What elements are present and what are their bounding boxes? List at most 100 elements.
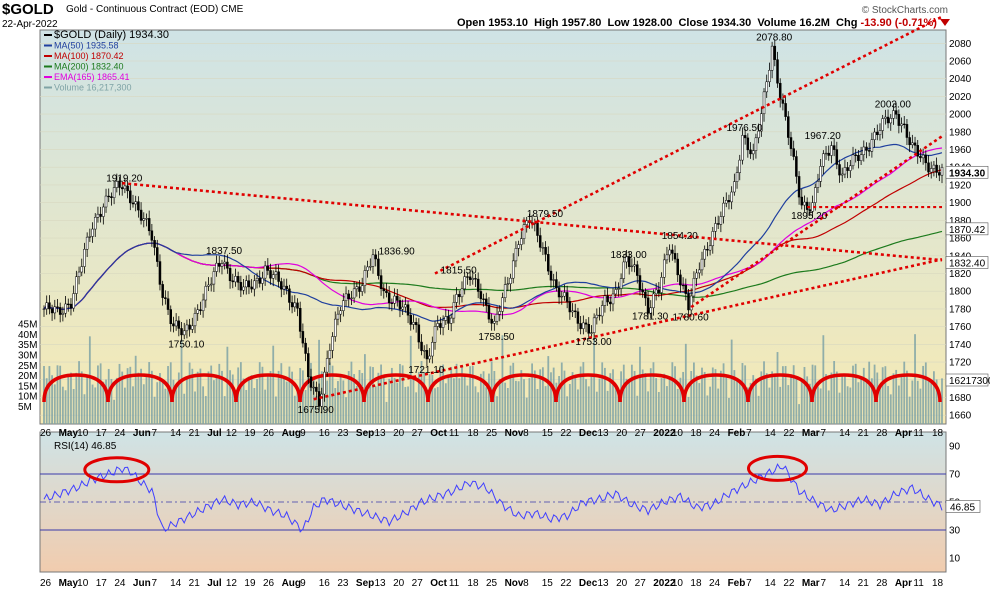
legend-label: EMA(165) 1865.41 <box>54 72 130 82</box>
price-bar-body <box>45 302 48 310</box>
price-bar-body <box>716 223 720 225</box>
price-bar-body <box>220 263 224 267</box>
price-bar-body <box>636 264 639 276</box>
price-bar-body <box>805 201 809 210</box>
price-tick-label: 1680 <box>949 393 972 404</box>
price-bar-body <box>180 328 183 336</box>
price-bar-body <box>522 224 526 239</box>
rsi-x-tick-label: 21 <box>858 578 870 589</box>
price-bar-body <box>193 313 197 327</box>
volume-bar <box>852 365 854 424</box>
price-bar-body <box>242 286 245 291</box>
volume-bar <box>426 390 428 424</box>
volume-bar <box>288 366 291 424</box>
x-tick-label: 26 <box>263 428 275 439</box>
volume-bar <box>450 366 453 424</box>
volume-bar <box>512 362 515 424</box>
price-bar-body <box>735 172 739 182</box>
price-bar-body <box>573 310 577 313</box>
price-bar-body <box>401 306 404 310</box>
x-tick-label: 10 <box>77 428 89 439</box>
volume-bar <box>283 376 285 424</box>
volume-bar <box>517 381 520 424</box>
price-annotations: 1919.20 1837.50 1750.10 1675.90 1836.90 1721.… <box>106 32 911 416</box>
price-bar-body <box>172 323 175 327</box>
volume-bar <box>760 371 763 424</box>
price-bar-body <box>377 258 380 276</box>
price-bar-body <box>719 216 723 225</box>
price-bar-body <box>312 386 315 389</box>
price-bar-body <box>271 274 275 279</box>
volume-bar <box>434 388 436 424</box>
rsi-tick-label: 90 <box>949 442 961 453</box>
price-tick-label: 2080 <box>949 39 972 50</box>
price-bar-body <box>298 308 302 332</box>
volume-bar <box>339 374 342 424</box>
ma100-tag-box <box>945 222 989 236</box>
volume-value: 16.2M <box>799 17 830 29</box>
volume-bar <box>307 369 310 424</box>
volume-bar <box>579 366 582 424</box>
volume-bar <box>604 367 606 424</box>
price-bar-body <box>579 323 582 329</box>
rsi-tick-label: 70 <box>949 470 961 481</box>
volume-bar <box>318 339 320 424</box>
price-bar-body <box>88 236 92 238</box>
price-bar-body <box>371 254 375 267</box>
volume-bar <box>854 363 857 424</box>
volume-bar <box>266 376 269 424</box>
price-bar-body <box>547 254 550 272</box>
price-bar-body <box>733 181 736 193</box>
x-tick-label: Oct <box>430 428 447 439</box>
price-bar-body <box>617 288 620 290</box>
price-bar-body <box>911 142 914 146</box>
rsi-title: RSI(14) 46.85 <box>54 441 117 452</box>
price-tick-label: 1820 <box>949 269 972 280</box>
volume-bar <box>520 370 523 424</box>
volume-bar <box>345 397 347 424</box>
price-annotation: 1879.50 <box>527 209 564 220</box>
price-bar-body <box>679 274 682 286</box>
cycle-arc <box>618 373 686 403</box>
price-bar-body <box>91 228 94 237</box>
price-tick-label: 1660 <box>949 411 972 422</box>
volume-bar <box>323 382 326 424</box>
price-bar-body <box>889 118 893 124</box>
rsi-x-tick-label: 22 <box>560 578 572 589</box>
volume-bar <box>399 363 401 424</box>
volume-bar <box>819 388 822 424</box>
volume-bar <box>140 368 142 424</box>
volume-bar <box>191 368 194 424</box>
price-bar-body <box>142 218 146 221</box>
price-bar-body <box>538 235 542 248</box>
price-bar-body <box>112 187 116 198</box>
volume-bar <box>752 375 755 424</box>
volume-bar <box>304 390 307 424</box>
volume-bar <box>663 373 666 424</box>
price-bar-body <box>134 201 137 205</box>
price-bar-body <box>158 261 162 285</box>
price-bar-body <box>266 265 270 271</box>
price-bar-body <box>255 278 259 282</box>
high-label: High <box>534 17 559 29</box>
price-annotation: 1837.50 <box>206 246 243 257</box>
price-bar-body <box>552 279 555 281</box>
rsi-x-tick-label: 11 <box>913 578 924 589</box>
volume-bar <box>568 384 571 424</box>
price-bar-body <box>358 286 361 292</box>
price-bar-body <box>822 153 825 167</box>
price-bar-body <box>226 261 229 269</box>
price-bar-body <box>363 270 367 286</box>
volume-bar <box>914 334 916 424</box>
volume-bar <box>741 363 744 424</box>
x-tick-label: 19 <box>244 428 256 439</box>
volume-bar <box>366 386 369 424</box>
volume-bar <box>124 387 126 424</box>
price-bar-body <box>382 288 386 292</box>
price-annotation: 1750.10 <box>168 339 205 350</box>
price-bar-body <box>765 81 768 93</box>
price-bar-body <box>323 371 326 395</box>
x-tick-label: 22 <box>560 428 572 439</box>
x-tick-label: 27 <box>412 428 424 439</box>
price-bar-body <box>64 303 67 314</box>
